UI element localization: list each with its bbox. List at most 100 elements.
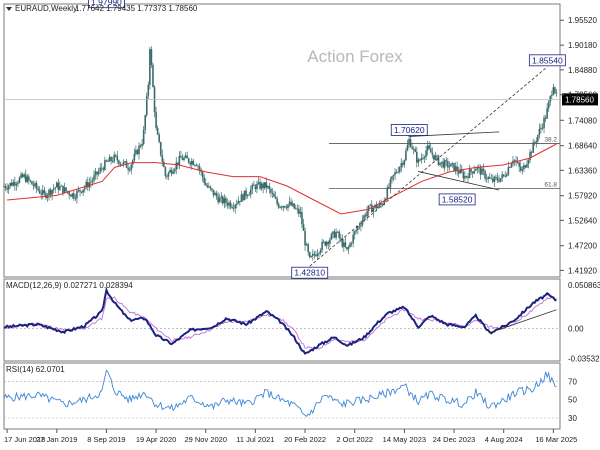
price-candle-body	[183, 157, 185, 160]
price-candle-body	[243, 190, 246, 201]
price-candle-body	[77, 189, 80, 191]
price-candle-body	[119, 163, 122, 165]
price-candle-body	[552, 87, 555, 95]
price-candle-body	[554, 87, 556, 93]
price-candle-body	[422, 158, 424, 159]
price-candle-body	[144, 115, 147, 130]
price-candle-body	[155, 112, 157, 128]
price-candle-body	[513, 160, 516, 162]
fib-level-label: 38.2	[544, 136, 557, 143]
price-candle-body	[63, 187, 66, 193]
price-candle-body	[456, 166, 458, 172]
pane-frame-price	[3, 3, 561, 278]
price-candle-body	[237, 200, 240, 204]
price-candle-body	[302, 224, 305, 231]
price-candle-body	[493, 176, 496, 182]
price-candle-body	[502, 174, 505, 176]
price-candle-body	[107, 161, 109, 162]
price-candle-body	[276, 198, 278, 204]
price-candle-body	[299, 211, 302, 214]
price-candle-body	[114, 154, 117, 156]
price-candle-body	[482, 168, 485, 172]
price-candle-body	[251, 184, 254, 190]
price-candle-body	[498, 180, 500, 182]
price-candle-body	[166, 175, 168, 177]
price-candle-body	[294, 208, 297, 210]
price-label-text: 1.42810	[294, 268, 325, 278]
price-candle-body	[496, 177, 499, 181]
price-label-text: 1.58520	[442, 194, 473, 204]
price-candle-body	[186, 155, 188, 159]
macd-y-tick-label: 0.00	[568, 325, 584, 334]
pane-frame-rsi	[3, 362, 561, 430]
price-candle-body	[15, 184, 18, 186]
price-label-text: 1.97990	[91, 0, 122, 7]
price-candle-body	[76, 190, 78, 199]
price-candle-body	[116, 155, 119, 161]
x-tick-label: 14 May 2023	[383, 435, 426, 444]
price-candle-body	[367, 205, 370, 212]
price-y-tick-label: 1.57920	[568, 192, 597, 201]
moving-average-line	[7, 143, 557, 215]
price-candle-body	[479, 167, 482, 175]
price-candle-body	[423, 156, 426, 159]
price-candle-body	[270, 189, 272, 193]
price-candle-body	[460, 169, 463, 173]
price-candle-body	[481, 168, 483, 175]
price-candles	[3, 46, 558, 261]
price-candle-body	[485, 178, 488, 180]
price-candle-body	[335, 232, 337, 238]
price-candle-body	[26, 176, 29, 182]
price-candle-body	[97, 171, 100, 175]
price-candle-body	[462, 172, 465, 179]
price-candle-body	[54, 187, 57, 189]
x-tick-label: 27 Jan 2019	[36, 435, 77, 444]
price-candle-body	[495, 176, 497, 178]
price-candle-body	[180, 155, 182, 158]
price-candle-body	[256, 183, 258, 190]
price-candle-body	[12, 182, 15, 186]
price-candle-body	[37, 188, 39, 191]
price-candle-body	[254, 185, 257, 190]
price-candle-body	[32, 184, 35, 187]
price-candle-body	[60, 185, 63, 187]
price-candle-body	[465, 176, 468, 177]
price-candle-body	[543, 117, 545, 128]
price-candle-body	[375, 204, 378, 209]
macd-line	[3, 286, 557, 355]
price-candle-body	[142, 129, 145, 145]
price-candle-body	[274, 196, 277, 199]
rsi-y-tick-label: 70	[568, 377, 577, 386]
price-candle-body	[71, 193, 74, 197]
price-candle-body	[474, 169, 477, 171]
x-tick-label: 19 Apr 2020	[136, 435, 176, 444]
price-candle-body	[73, 193, 75, 199]
price-candle-body	[321, 241, 323, 250]
price-candle-body	[159, 141, 162, 155]
x-tick-label: 4 Aug 2024	[485, 435, 523, 444]
price-y-tick-label: 1.84880	[568, 66, 597, 75]
price-candle-body	[149, 49, 151, 85]
price-candle-body	[74, 198, 77, 200]
price-candle-body	[248, 194, 250, 196]
price-candle-body	[18, 177, 21, 183]
price-candle-body	[225, 198, 227, 203]
price-candle-body	[550, 94, 553, 97]
price-candle-body	[464, 176, 466, 179]
price-header-ohlc: 1.77642 1.79435 1.77373 1.78560	[75, 4, 198, 13]
price-candle-body	[285, 207, 288, 209]
price-candle-body	[181, 157, 184, 160]
price-candle-body	[434, 155, 437, 160]
price-candle-body	[228, 202, 230, 206]
price-candle-body	[215, 193, 218, 197]
price-candle-body	[141, 144, 143, 147]
price-candle-body	[41, 190, 44, 195]
price-candle-body	[21, 174, 24, 178]
price-candle-body	[214, 193, 216, 196]
price-candle-body	[121, 163, 123, 165]
macd-y-tick-label: 0.050863	[568, 281, 600, 290]
x-tick-label: 11 Jul 2021	[236, 435, 274, 444]
price-candle-body	[425, 150, 427, 157]
price-candle-body	[305, 244, 308, 246]
